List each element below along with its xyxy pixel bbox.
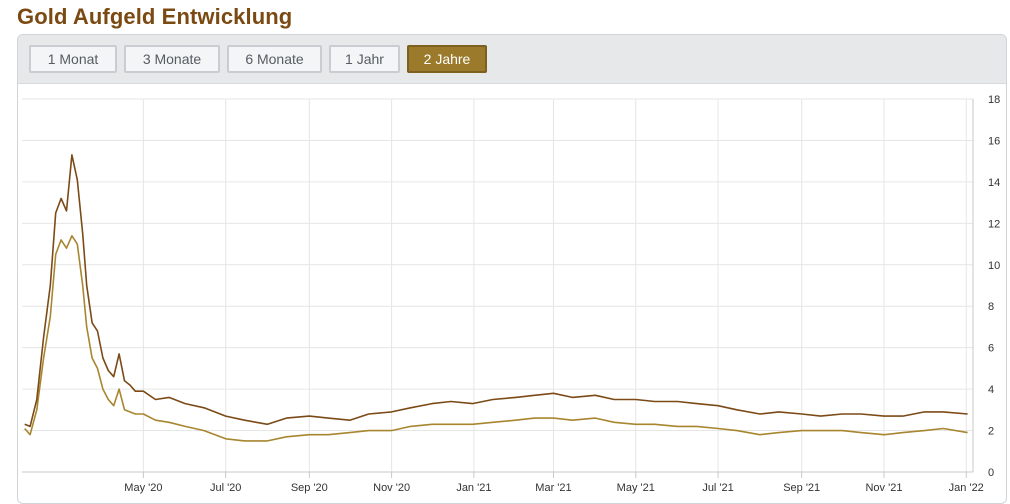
y-tick-label: 2	[988, 426, 994, 438]
x-tick-label: Jan '22	[949, 482, 984, 494]
y-tick-label: 4	[988, 384, 994, 396]
x-tick-label: Nov '21	[865, 482, 902, 494]
x-tick-label: May '21	[617, 482, 655, 494]
range-button-3-months[interactable]: 3 Monate	[124, 45, 220, 73]
y-tick-label: 6	[988, 343, 994, 355]
grid-layer	[22, 98, 973, 473]
y-tick-label: 10	[988, 260, 1000, 272]
range-button-6-months[interactable]: 6 Monate	[227, 45, 322, 73]
y-tick-label: 8	[988, 301, 994, 313]
x-tick-label: Sep '21	[783, 482, 820, 494]
x-tick-label: Sep '20	[291, 482, 328, 494]
chart-panel: 1 Monat 3 Monate 6 Monate 1 Jahr 2 Jahre…	[17, 34, 1007, 504]
y-tick-label: 12	[988, 218, 1000, 230]
series-line-light	[24, 235, 968, 442]
page-title: Gold Aufgeld Entwicklung	[17, 4, 293, 29]
range-toolbar: 1 Monat 3 Monate 6 Monate 1 Jahr 2 Jahre	[18, 35, 1006, 84]
range-button-1-year[interactable]: 1 Jahr	[329, 45, 400, 73]
axis-layer: 0 2 4 6 8 10 12 14 16 18 May '20 Jul '20 Sep '20 Nov …	[22, 94, 1000, 494]
series-layer	[24, 154, 968, 442]
y-tick-label: 18	[988, 94, 1000, 106]
x-tick-label: Jul '20	[210, 482, 241, 494]
line-chart: 0 2 4 6 8 10 12 14 16 18 May '20 Jul '20 Sep '20 Nov …	[22, 94, 1000, 494]
x-tick-label: Jul '21	[702, 482, 733, 494]
range-button-2-years[interactable]: 2 Jahre	[407, 45, 487, 73]
y-tick-label: 16	[988, 135, 1000, 147]
y-tick-label: 14	[988, 177, 1000, 189]
x-tick-label: Nov '20	[373, 482, 410, 494]
x-tick-label: Jan '21	[456, 482, 491, 494]
series-line-dark	[24, 154, 968, 428]
range-button-1-month[interactable]: 1 Monat	[29, 45, 117, 73]
x-tick-label: Mar '21	[535, 482, 571, 494]
x-tick-label: May '20	[124, 482, 162, 494]
y-tick-label: 0	[988, 467, 994, 479]
